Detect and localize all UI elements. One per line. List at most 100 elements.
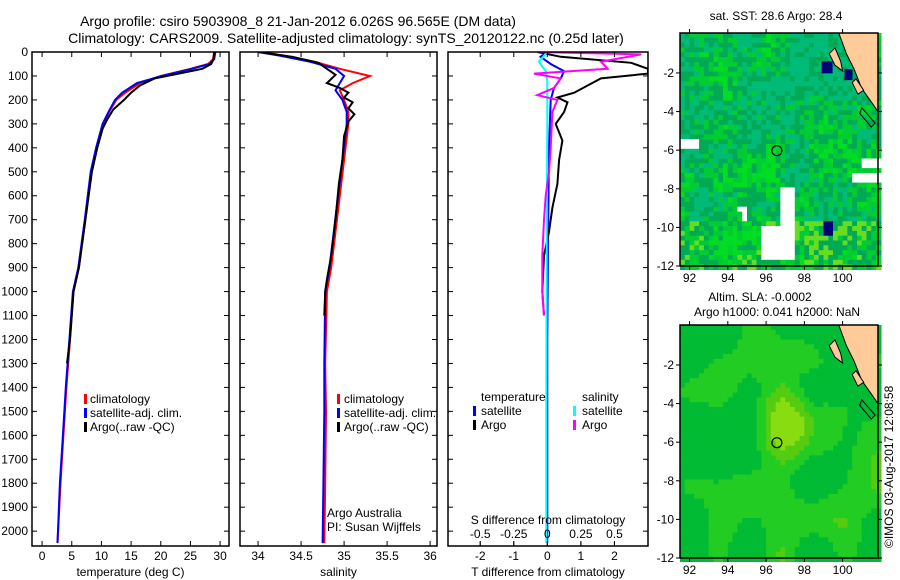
map-cell	[823, 33, 829, 39]
map-cell	[694, 173, 700, 179]
map-cell	[727, 216, 734, 222]
map-cell	[813, 445, 820, 452]
map-cell	[713, 387, 719, 394]
map-cell	[837, 397, 844, 403]
map-cell	[799, 474, 805, 480]
map-cell	[699, 522, 705, 529]
map-cell	[790, 440, 796, 447]
map-cell	[823, 411, 829, 418]
map-cell	[828, 124, 834, 131]
map-cell	[790, 86, 796, 92]
map-cell	[842, 86, 848, 92]
map-cell	[780, 33, 786, 39]
map-cell	[737, 547, 743, 553]
map-cell	[833, 90, 839, 97]
map-cell	[747, 460, 753, 466]
map-cell	[742, 455, 748, 461]
map-cell	[694, 81, 700, 87]
map-cell	[861, 513, 868, 519]
map-cell	[804, 192, 810, 198]
map-cell	[818, 197, 825, 203]
map-cell	[727, 33, 734, 39]
map-cell	[732, 197, 738, 203]
map-cell	[828, 460, 834, 466]
map-cell	[718, 532, 724, 538]
map-cell	[703, 134, 710, 140]
map-cell	[871, 532, 877, 538]
map-cell	[804, 431, 810, 437]
map-cell	[842, 182, 848, 188]
map-cell	[680, 76, 686, 82]
map-cell	[785, 259, 791, 266]
map-cell	[813, 484, 820, 490]
map-cell	[794, 177, 801, 184]
map-cell	[680, 201, 686, 208]
map-cell	[837, 513, 844, 519]
map-cell	[780, 158, 786, 164]
map-cell	[718, 206, 724, 213]
map-cell	[799, 489, 805, 495]
map-cell	[847, 255, 853, 261]
map-cell	[766, 527, 772, 534]
map-cell	[747, 221, 753, 227]
map-cell	[742, 349, 748, 355]
map-cell	[732, 33, 738, 39]
map-cell	[727, 259, 734, 266]
map-cell	[833, 216, 839, 222]
map-cell	[751, 542, 758, 548]
map-cell	[790, 402, 796, 408]
map-cell	[876, 547, 882, 553]
map-cell	[837, 518, 844, 524]
map-cell	[766, 134, 772, 140]
map-cell	[876, 450, 882, 456]
map-cell	[689, 100, 695, 106]
map-cell	[794, 100, 801, 106]
map-cell	[766, 368, 772, 374]
map-cell	[751, 440, 758, 447]
map-cell	[818, 230, 825, 237]
map-cell	[737, 402, 743, 408]
map-cell	[742, 168, 748, 174]
map-cell	[785, 354, 791, 360]
map-cell	[809, 363, 815, 369]
map-cell	[799, 110, 805, 116]
map-cell	[813, 105, 820, 111]
map-cell	[842, 177, 848, 184]
map-cell	[847, 95, 853, 102]
map-cell	[842, 382, 848, 389]
map-cell	[718, 556, 724, 562]
map-cell	[689, 139, 695, 145]
map-cell	[751, 411, 758, 418]
map-cell	[804, 216, 810, 222]
map-cell	[813, 173, 820, 179]
map-cell	[713, 469, 719, 476]
map-cell	[689, 339, 695, 345]
map-cell	[699, 37, 705, 44]
map-cell	[713, 47, 719, 53]
map-cell	[794, 537, 801, 543]
map-cell	[813, 498, 820, 505]
map-cell	[823, 105, 829, 111]
map-cell	[809, 416, 815, 423]
map-cell	[718, 52, 724, 58]
map-cell	[799, 201, 805, 208]
map-cell	[780, 551, 786, 558]
map-cell	[689, 255, 695, 261]
map-cell	[684, 508, 691, 514]
map-cell	[847, 363, 853, 369]
map-cell	[790, 42, 796, 49]
map-cell	[751, 206, 758, 213]
map-cell	[747, 100, 753, 106]
map-cell	[766, 66, 772, 73]
map-cell	[775, 363, 782, 369]
map-cell	[861, 216, 868, 222]
map-cell	[708, 33, 715, 39]
map-cell-cold	[844, 69, 853, 81]
map-cell	[876, 354, 882, 360]
map-cell	[766, 354, 772, 360]
map-cell	[857, 245, 863, 251]
map-cell	[876, 556, 882, 562]
map-cell	[680, 474, 686, 480]
map-cell	[703, 450, 710, 456]
map-cell	[703, 493, 710, 500]
